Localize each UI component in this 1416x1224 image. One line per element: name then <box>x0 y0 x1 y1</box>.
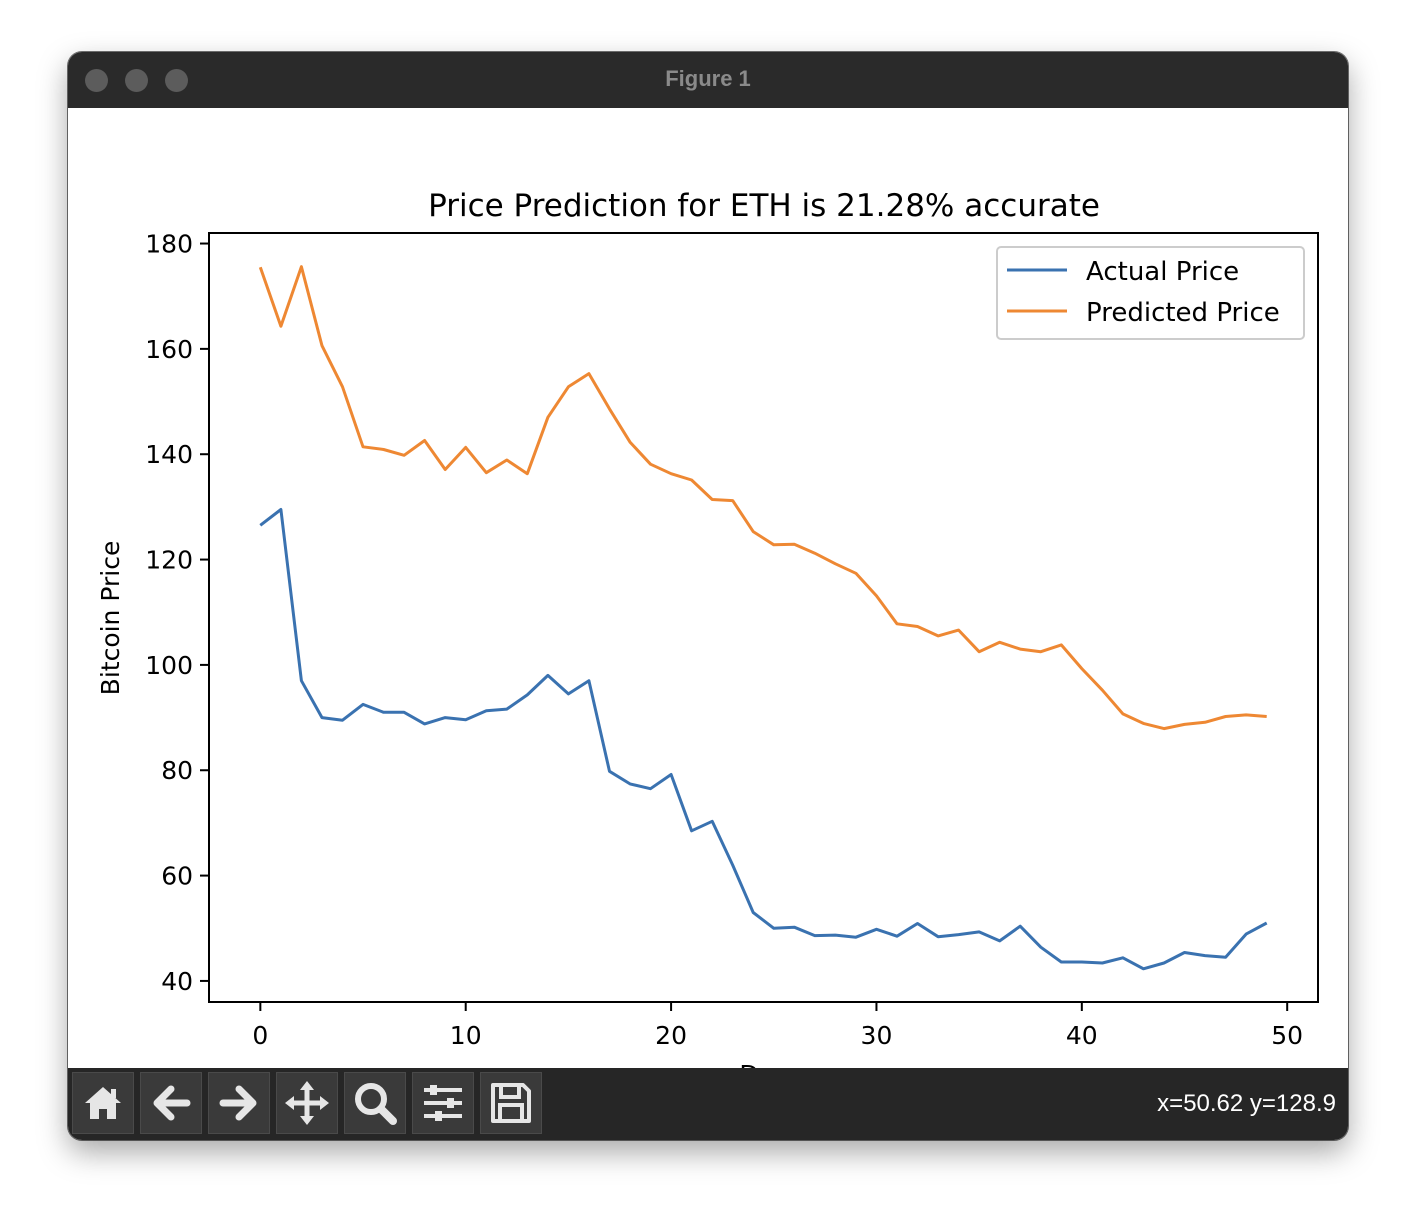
y-tick-label: 140 <box>145 440 193 469</box>
series-lines <box>258 265 1268 971</box>
x-tick-label: 20 <box>655 1021 687 1050</box>
series-line-predicted-price <box>258 265 1267 731</box>
x-axis-label: Day <box>739 1060 789 1068</box>
zoom-window-button[interactable] <box>165 69 188 92</box>
arrow-left-icon <box>153 1085 191 1121</box>
cursor-coordinates: x=50.62 y=128.9 <box>1157 1090 1336 1117</box>
x-tick-label: 30 <box>861 1021 893 1050</box>
legend-label-predicted: Predicted Price <box>1086 298 1280 328</box>
back-button[interactable] <box>140 1072 202 1134</box>
x-tick-label: 50 <box>1271 1021 1303 1050</box>
navigation-toolbar: x=50.62 y=128.9 <box>68 1068 1348 1140</box>
plot-area <box>208 232 1319 1003</box>
title-bar: Figure 1 <box>68 52 1348 108</box>
y-axis-label: Bitcoin Price <box>96 541 125 696</box>
axis-ticks: 0 10 20 30 40 50 40 60 80 100 120 140 160 180 <box>145 230 1303 1050</box>
legend-label-actual: Actual Price <box>1086 257 1239 287</box>
close-window-button[interactable] <box>85 69 108 92</box>
figure-canvas[interactable]: Price Prediction for ETH is 21.28% accur… <box>68 108 1348 1089</box>
pan-button[interactable] <box>276 1072 338 1134</box>
forward-button[interactable] <box>208 1072 270 1134</box>
y-tick-label: 160 <box>145 335 193 364</box>
home-icon <box>85 1087 121 1119</box>
x-tick-label: 0 <box>252 1021 268 1050</box>
y-tick-label: 120 <box>145 546 193 575</box>
zoom-button[interactable] <box>344 1072 406 1134</box>
x-tick-label: 10 <box>450 1021 482 1050</box>
configure-subplots-button[interactable] <box>412 1072 474 1134</box>
floppy-disk-icon <box>491 1083 531 1123</box>
y-tick-label: 60 <box>161 862 193 891</box>
y-tick-label: 80 <box>161 756 193 785</box>
arrow-right-icon <box>219 1085 257 1121</box>
figure-window: Figure 1 Price Prediction for ETH is 21.… <box>68 52 1348 1140</box>
y-tick-label: 40 <box>161 967 193 996</box>
legend: Actual Price Predicted Price <box>996 246 1305 340</box>
minimize-window-button[interactable] <box>125 69 148 92</box>
series-line-actual-price <box>259 508 1268 971</box>
save-button[interactable] <box>480 1072 542 1134</box>
chart-title: Price Prediction for ETH is 21.28% accur… <box>428 188 1100 224</box>
line-chart[interactable]: Price Prediction for ETH is 21.28% accur… <box>68 108 1348 1089</box>
move-icon <box>285 1081 329 1125</box>
x-tick-label: 40 <box>1066 1021 1098 1050</box>
magnifier-icon <box>355 1083 397 1125</box>
y-tick-label: 100 <box>145 651 193 680</box>
sliders-icon <box>424 1085 462 1121</box>
legend-box <box>996 246 1305 340</box>
home-button[interactable] <box>72 1072 134 1134</box>
window-title: Figure 1 <box>665 66 751 91</box>
y-tick-label: 180 <box>145 230 193 259</box>
